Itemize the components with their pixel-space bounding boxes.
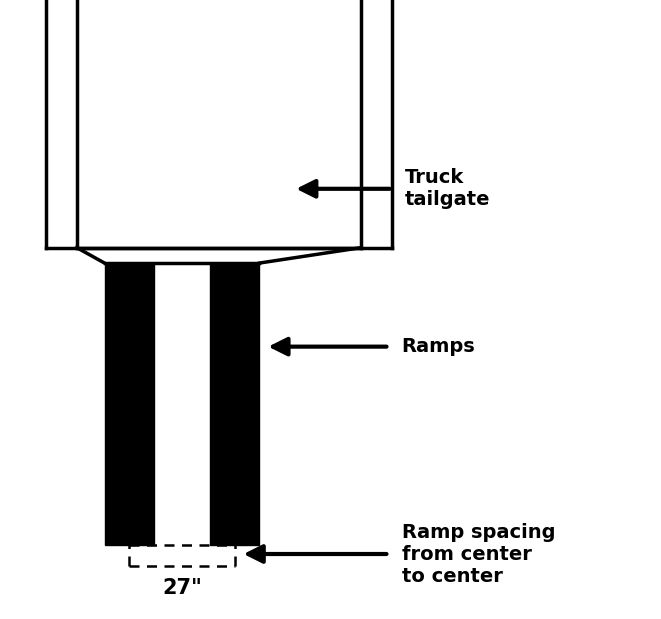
Text: Truck
tailgate: Truck tailgate (405, 168, 490, 209)
Text: Ramps: Ramps (402, 337, 475, 356)
Text: 27": 27" (162, 578, 202, 598)
Text: Ramp spacing
from center
to center: Ramp spacing from center to center (402, 522, 555, 586)
Bar (104, 263, 154, 545)
Bar (210, 263, 259, 545)
